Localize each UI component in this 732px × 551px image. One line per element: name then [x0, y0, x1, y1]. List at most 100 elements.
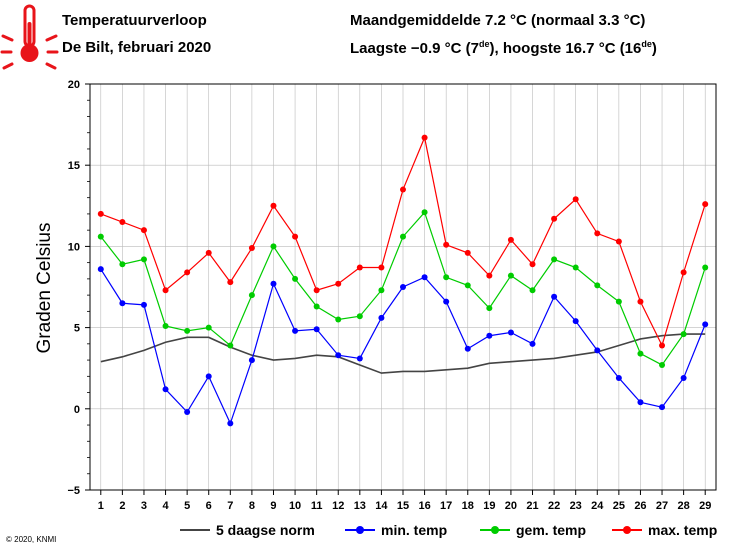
data-point-gem [464, 282, 471, 289]
data-point-min [615, 374, 622, 381]
data-point-max [443, 241, 450, 248]
legend-label-min: min. temp [381, 522, 447, 538]
data-point-gem [680, 331, 687, 338]
data-point-gem [205, 324, 212, 331]
x-tick-label: 15 [397, 500, 409, 512]
monthly-average-text: Maandgemiddelde 7.2 °C (normaal 3.3 °C) [350, 12, 646, 29]
data-point-min [637, 399, 644, 406]
data-point-max [615, 238, 622, 245]
x-tick-label: 2 [119, 500, 125, 512]
y-tick-label: 15 [68, 160, 80, 172]
data-point-max [551, 215, 558, 222]
legend-marker-min [356, 526, 364, 534]
series-line-min [100, 268, 706, 426]
data-point-gem [443, 274, 450, 281]
data-point-max [119, 219, 126, 226]
legend: 5 daagse norm min. temp gem. temp max. temp [180, 522, 717, 538]
data-point-max [356, 264, 363, 271]
data-point-min [227, 420, 234, 427]
data-point-max [335, 280, 342, 287]
x-tick-label: 21 [526, 500, 538, 512]
data-point-gem [97, 233, 104, 240]
plot-frame [89, 83, 717, 491]
data-point-max [97, 210, 104, 217]
y-tick-label: 10 [68, 241, 80, 253]
series-line-gem [100, 211, 706, 366]
x-tick-label: 10 [289, 500, 301, 512]
data-point-min [356, 355, 363, 362]
x-tick-label: 9 [270, 500, 276, 512]
data-point-max [205, 249, 212, 256]
data-point-max [464, 249, 471, 256]
data-point-gem [313, 303, 320, 310]
legend-label-norm: 5 daagse norm [216, 522, 315, 538]
data-point-max [378, 264, 385, 271]
x-tick-label: 3 [141, 500, 147, 512]
data-point-min [486, 332, 493, 339]
x-tick-label: 17 [440, 500, 452, 512]
data-point-gem [507, 272, 514, 279]
y-tick-label: 0 [74, 404, 80, 416]
data-point-min [313, 326, 320, 333]
legend-label-max: max. temp [648, 522, 717, 538]
data-point-min [702, 321, 709, 328]
data-point-gem [551, 256, 558, 263]
x-tick-label: 1 [98, 500, 104, 512]
legend-marker-gem [491, 526, 499, 534]
x-tick-label: 12 [332, 500, 344, 512]
data-point-max [486, 272, 493, 279]
data-point-min [140, 301, 147, 308]
y-tick-label: −5 [67, 485, 80, 497]
x-tick-label: 14 [375, 500, 388, 512]
extremes-text-mid: ), hoogste 16.7 °C (16 [489, 40, 642, 57]
x-tick-label: 29 [699, 500, 711, 512]
x-tick-label: 13 [354, 500, 366, 512]
grid-lines [90, 83, 716, 491]
data-point-gem [292, 275, 299, 282]
data-point-gem [378, 287, 385, 294]
data-point-min [400, 284, 406, 290]
data-point-gem [529, 287, 536, 294]
data-point-max [313, 287, 320, 294]
x-tick-label: 18 [462, 500, 474, 512]
legend-marker-max [623, 526, 631, 534]
data-point-gem [119, 261, 126, 268]
data-point-max [702, 201, 709, 208]
data-point-max [162, 287, 169, 294]
data-point-gem [421, 209, 428, 216]
data-point-gem [248, 292, 255, 299]
extremes-text-prefix: Laagste −0.9 °C (7 [350, 40, 479, 57]
data-point-min [507, 329, 514, 336]
x-tick-label: 26 [634, 500, 646, 512]
data-point-min [464, 345, 471, 352]
data-point-min [551, 293, 558, 300]
data-point-max [421, 134, 428, 141]
data-point-max [507, 236, 514, 243]
data-point-gem [637, 350, 644, 357]
data-point-min [97, 266, 104, 273]
x-tick-label: 4 [162, 500, 169, 512]
chart-subtitle: De Bilt, februari 2020 [62, 39, 212, 56]
chart-title: Temperatuurverloop [62, 12, 207, 29]
data-point-min [184, 409, 191, 416]
data-point-gem [270, 243, 277, 250]
x-tick-label: 22 [548, 500, 560, 512]
extremes-sup-highest: de [641, 39, 652, 49]
copyright-text: © 2020, KNMI [6, 535, 57, 544]
data-point-min [594, 347, 601, 354]
thermometer-hot-icon [0, 4, 59, 70]
series-layer [97, 134, 709, 427]
data-point-max [184, 269, 191, 276]
data-point-max [680, 269, 687, 276]
x-tick-label: 28 [677, 500, 689, 512]
x-tick-label: 27 [656, 500, 668, 512]
y-tick-label: 5 [74, 323, 80, 335]
data-point-gem [162, 322, 169, 329]
data-point-max [572, 196, 579, 203]
x-tick-label: 7 [227, 500, 233, 512]
data-point-max [227, 279, 234, 286]
data-point-gem [615, 298, 622, 305]
data-point-max [594, 230, 601, 237]
data-point-min [270, 280, 277, 287]
data-point-min [680, 374, 687, 381]
